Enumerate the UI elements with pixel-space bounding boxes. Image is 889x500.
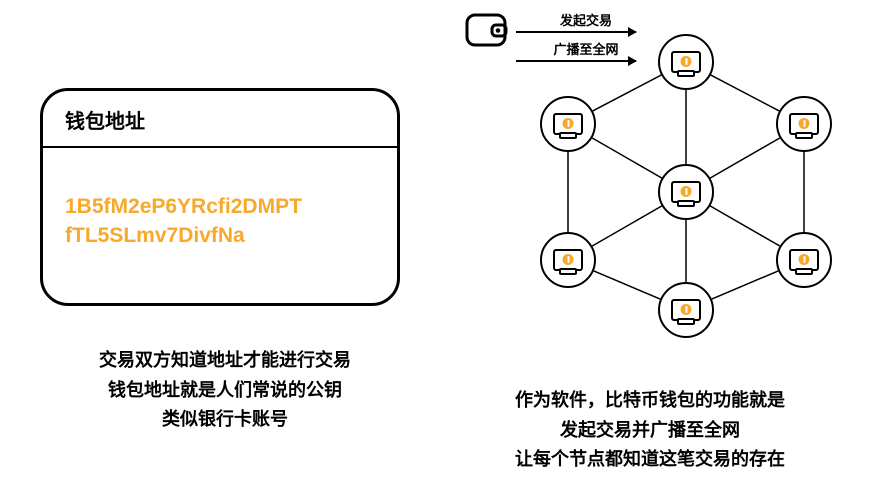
network-diagram: 发起交易 广播至全网 [450, 10, 850, 320]
monitor-icon [553, 113, 583, 135]
edge [712, 271, 778, 299]
edge [594, 271, 660, 299]
monitor-icon [789, 113, 819, 135]
address-line-1: 1B5fM2eP6YRcfi2DMPT [65, 195, 302, 218]
right-caption-l1: 作为软件，比特币钱包的功能就是 [440, 386, 860, 416]
coin-icon [563, 254, 574, 265]
network-node [540, 232, 596, 288]
card-body: 1B5fM2eP6YRcfi2DMPT fTL5SLmv7DivfNa [43, 148, 397, 251]
edge [592, 138, 661, 178]
monitor-icon [671, 299, 701, 321]
coin-icon [563, 118, 574, 129]
edge [710, 206, 779, 246]
coin-icon [799, 118, 810, 129]
edge [593, 75, 661, 111]
network-node [658, 164, 714, 220]
left-caption-l3: 类似银行卡账号 [40, 405, 410, 435]
monitor-icon [789, 249, 819, 271]
right-caption: 作为软件，比特币钱包的功能就是 发起交易并广播至全网 让每个节点都知道这笔交易的… [440, 386, 860, 475]
network-node [658, 282, 714, 338]
monitor-icon [553, 249, 583, 271]
coin-icon [681, 56, 692, 67]
card-title: 钱包地址 [43, 91, 397, 148]
edge [592, 206, 661, 246]
edge [710, 138, 779, 178]
right-caption-l2: 发起交易并广播至全网 [440, 416, 860, 446]
network-node [776, 96, 832, 152]
coin-icon [681, 186, 692, 197]
left-panel: 钱包地址 1B5fM2eP6YRcfi2DMPT fTL5SLmv7DivfNa… [40, 88, 410, 435]
left-caption-l2: 钱包地址就是人们常说的公钥 [40, 376, 410, 406]
right-panel: 发起交易 广播至全网 [450, 10, 850, 320]
left-caption-l1: 交易双方知道地址才能进行交易 [40, 346, 410, 376]
network-node [658, 34, 714, 90]
right-caption-l3: 让每个节点都知道这笔交易的存在 [440, 445, 860, 475]
network-node [540, 96, 596, 152]
network-node [776, 232, 832, 288]
wallet-card: 钱包地址 1B5fM2eP6YRcfi2DMPT fTL5SLmv7DivfNa [40, 88, 400, 306]
left-caption: 交易双方知道地址才能进行交易 钱包地址就是人们常说的公钥 类似银行卡账号 [40, 346, 410, 435]
edge [711, 75, 779, 111]
wallet-address: 1B5fM2eP6YRcfi2DMPT fTL5SLmv7DivfNa [65, 192, 375, 251]
coin-icon [799, 254, 810, 265]
coin-icon [681, 304, 692, 315]
monitor-icon [671, 181, 701, 203]
address-line-2: fTL5SLmv7DivfNa [65, 224, 245, 247]
monitor-icon [671, 51, 701, 73]
